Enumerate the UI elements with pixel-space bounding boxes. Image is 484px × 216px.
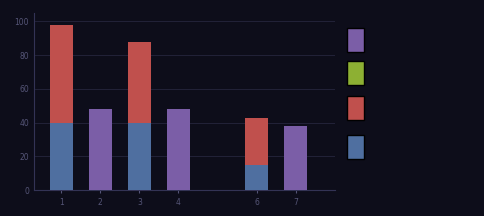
Bar: [127, 123, 151, 190]
Bar: [244, 165, 268, 190]
Bar: [49, 123, 73, 190]
FancyBboxPatch shape: [346, 135, 363, 159]
Bar: [244, 118, 268, 165]
Bar: [49, 25, 73, 123]
Bar: [89, 109, 112, 190]
FancyBboxPatch shape: [346, 61, 363, 85]
Bar: [283, 126, 307, 190]
FancyBboxPatch shape: [346, 28, 363, 52]
Bar: [166, 109, 190, 190]
FancyBboxPatch shape: [346, 96, 363, 120]
Bar: [127, 42, 151, 123]
